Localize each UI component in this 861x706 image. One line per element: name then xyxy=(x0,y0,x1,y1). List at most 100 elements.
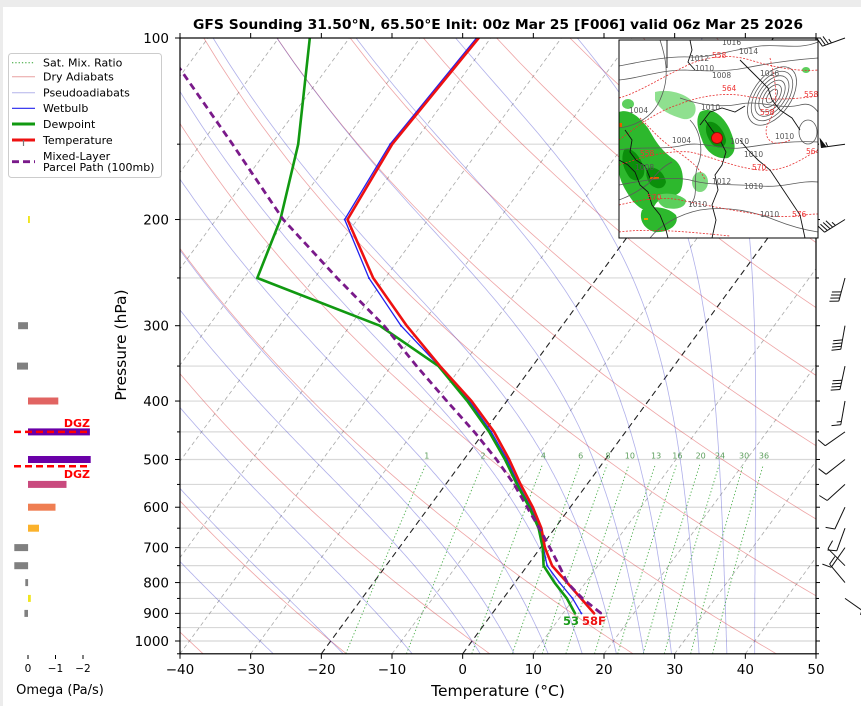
isotherm xyxy=(815,653,816,654)
mixing-ratio-label: 8 xyxy=(606,451,611,460)
y-tick-label: 700 xyxy=(143,540,169,556)
wind-barb-staff xyxy=(829,563,846,583)
x-tick-label: 30 xyxy=(666,662,683,678)
dry-adiabat xyxy=(423,38,816,376)
plot-area xyxy=(180,38,816,654)
map-isobar-label: 1010 xyxy=(688,200,707,209)
wetbulb-point xyxy=(400,324,402,327)
omega-tick-label: 0 xyxy=(25,663,32,675)
isotherms xyxy=(180,38,816,654)
map-height-contour xyxy=(619,149,818,171)
wind-barb xyxy=(827,528,846,552)
wind-barb-feather xyxy=(831,424,841,427)
mixing-ratio-labels: 1 2 4 6 8 10 13 16 20 24 30 36 xyxy=(424,451,769,460)
map-isobar xyxy=(649,208,818,238)
moist-adiabat xyxy=(276,38,645,654)
dewpoint-point xyxy=(279,218,282,221)
mixing-ratio-line xyxy=(541,464,608,654)
map-isobar xyxy=(762,84,782,108)
wind-barb-feather xyxy=(825,220,834,228)
map-content: 1016 1014 1012 1010 1008 1016 1004 1010 … xyxy=(619,40,818,238)
moist-adiabat xyxy=(180,560,274,654)
wind-barb xyxy=(831,400,846,427)
parcel-path-100mb-point xyxy=(415,365,418,368)
highlighted-isotherm xyxy=(462,171,816,654)
legend-label-parcel-line1: Mixed-Layer xyxy=(43,150,111,163)
mixing-ratio-label: 10 xyxy=(625,451,635,460)
chart-title: GFS Sounding 31.50°N, 65.50°E Init: 00z … xyxy=(193,18,803,33)
map-isobar xyxy=(765,88,779,104)
map-border xyxy=(619,159,669,238)
map-isobar xyxy=(619,178,818,187)
wind-barb-half-feather xyxy=(828,38,832,44)
x-tick-label: 50 xyxy=(807,662,824,678)
wetbulb-point xyxy=(571,597,574,600)
omega-bar xyxy=(28,524,39,532)
mixing-ratio-label: 30 xyxy=(739,451,749,460)
temperature-point xyxy=(391,143,394,146)
mixing-ratio-line xyxy=(406,464,483,654)
map-height-label: 564 xyxy=(722,84,737,93)
map-precip-heavy xyxy=(644,218,648,220)
legend-label-parcel-line2: Parcel Path (100mb) xyxy=(43,161,154,174)
wind-barb xyxy=(827,540,846,567)
wind-barb xyxy=(817,431,846,447)
moist-adiabat xyxy=(180,406,413,654)
dewpoint-point xyxy=(542,564,545,567)
legend-label-pseudoadiabats: Pseudoadiabats xyxy=(43,87,130,100)
wind-barb-pennant xyxy=(819,137,827,148)
wind-barb-staff xyxy=(822,37,846,47)
wind-barb-half-feather xyxy=(825,142,829,147)
moist-adiabat xyxy=(576,38,728,654)
x-tick-label: −20 xyxy=(307,662,336,678)
wind-barb-feather xyxy=(822,563,832,568)
map-isobar-label: 1010 xyxy=(701,103,720,112)
wind-barb-feather xyxy=(830,389,841,391)
map-isobar-label: 1008 xyxy=(712,71,731,80)
x-tick-label: −30 xyxy=(236,662,265,678)
wind-barb-feather xyxy=(820,223,828,231)
legend-label-temperature: Temperature xyxy=(42,134,113,147)
map-isobar xyxy=(750,70,794,122)
wind-barb-half-feather xyxy=(831,221,836,226)
map-isobar xyxy=(758,79,786,113)
y-axis-label: Pressure (hPa) xyxy=(112,289,130,400)
legend-label-dry-adiabats: Dry Adiabats xyxy=(43,71,114,84)
mixing-ratio-line xyxy=(642,464,701,654)
dry-adiabats xyxy=(180,38,816,654)
parcel-path-100mb-point xyxy=(581,597,584,600)
map-isobar xyxy=(679,97,818,113)
temperature-point xyxy=(346,218,349,221)
isotherm xyxy=(180,38,562,559)
moist-adiabat xyxy=(180,249,515,654)
temperature-point xyxy=(519,483,522,486)
wind-barb-staff xyxy=(844,597,861,611)
dewpoint-point xyxy=(378,324,381,327)
wind-barb-feather xyxy=(822,222,831,230)
x-tick-label: 40 xyxy=(737,662,754,678)
mixing-ratio-line xyxy=(511,464,581,654)
dry-adiabat xyxy=(180,373,491,654)
mixing-ratio-line xyxy=(617,464,677,654)
map-isobar xyxy=(619,41,818,67)
map-height-label: 558 xyxy=(712,51,727,60)
moist-adiabat xyxy=(700,38,757,654)
temperature-point xyxy=(508,458,511,461)
omega-bar xyxy=(17,362,28,370)
wind-barb-staff xyxy=(834,506,846,530)
map-height-label: 576 xyxy=(792,210,807,219)
temperature-point xyxy=(531,506,534,509)
map-isobar-label: 1010 xyxy=(695,64,714,73)
wind-barb-feather xyxy=(817,225,825,233)
map-precip-core xyxy=(622,149,645,181)
mixing-ratio-label: 20 xyxy=(696,451,706,460)
map-precip-heavy xyxy=(650,177,659,179)
moist-adiabats xyxy=(180,38,757,654)
plot-frame xyxy=(179,37,817,655)
wind-barb-feather xyxy=(818,468,827,475)
wind-barb-half-feather xyxy=(836,421,842,423)
wind-barb-staff xyxy=(838,277,846,302)
moist-adiabat xyxy=(180,309,481,654)
dry-adiabat xyxy=(180,247,634,654)
mixing-ratio-label: 16 xyxy=(672,451,682,460)
